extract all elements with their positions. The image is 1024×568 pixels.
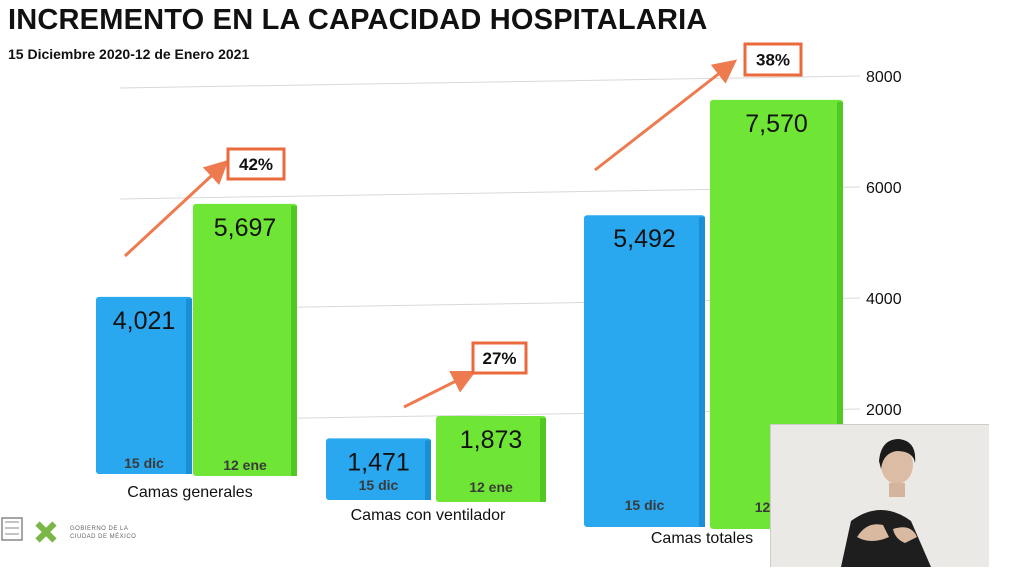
bar-side-shade [540, 418, 546, 502]
bar-side-shade [425, 440, 431, 500]
bar-15dic [326, 438, 431, 500]
bar-12ene [710, 99, 843, 530]
bar-date-label: 15 dic [124, 455, 164, 471]
category-label: Camas con ventilador [351, 507, 506, 524]
percent-box [471, 341, 528, 375]
increase-arrow [123, 159, 229, 258]
bar-value-label: 4,021 [113, 307, 176, 335]
percent-label: 42% [239, 155, 273, 174]
category-label: Camas generales [127, 484, 252, 501]
bar-side-shade [186, 298, 192, 474]
increase-arrow [594, 59, 738, 172]
bar-date-label: 15 dic [625, 497, 665, 513]
bar-side-shade [837, 101, 843, 530]
sign-language-interpreter-video [770, 424, 989, 567]
government-logo [1, 517, 57, 543]
percent-label: 27% [482, 349, 516, 368]
bar-side-shade [699, 217, 705, 527]
percent-label: 38% [756, 51, 790, 70]
gridline [119, 75, 861, 89]
y-tick-label: 8000 [866, 69, 902, 86]
category-label: Camas totales [651, 530, 753, 547]
bar-12ene [193, 203, 297, 476]
y-tick-label: 6000 [866, 180, 902, 197]
bar-15dic [96, 296, 192, 474]
bar-value-label: 5,697 [214, 214, 277, 242]
percent-box [743, 42, 803, 77]
interpreter-figure [771, 425, 989, 567]
y-tick-label: 2000 [866, 402, 902, 419]
bar-side-shade [291, 205, 297, 476]
bar-value-label: 5,492 [613, 225, 676, 253]
bar-date-label: 12 ene [469, 479, 513, 495]
percent-box [226, 147, 286, 181]
bar-15dic [584, 215, 705, 527]
bar-12ene [436, 416, 546, 502]
bar-date-label: 15 dic [359, 477, 399, 493]
page-title: INCREMENTO EN LA CAPACIDAD HOSPITALARIA [8, 4, 708, 36]
bar-value-label: 7,570 [745, 110, 808, 138]
bar-date-label: 12 ene [223, 457, 267, 473]
increase-arrow [403, 370, 477, 409]
logo-text: CIUDAD DE MÉXICO [70, 534, 137, 540]
page-subtitle: 15 Diciembre 2020-12 de Enero 2021 [8, 46, 250, 62]
logo-text: GOBIERNO DE LA [70, 526, 129, 532]
y-tick-label: 4000 [866, 291, 902, 308]
bar-value-label: 1,471 [347, 448, 410, 476]
bar-value-label: 1,873 [460, 426, 523, 454]
